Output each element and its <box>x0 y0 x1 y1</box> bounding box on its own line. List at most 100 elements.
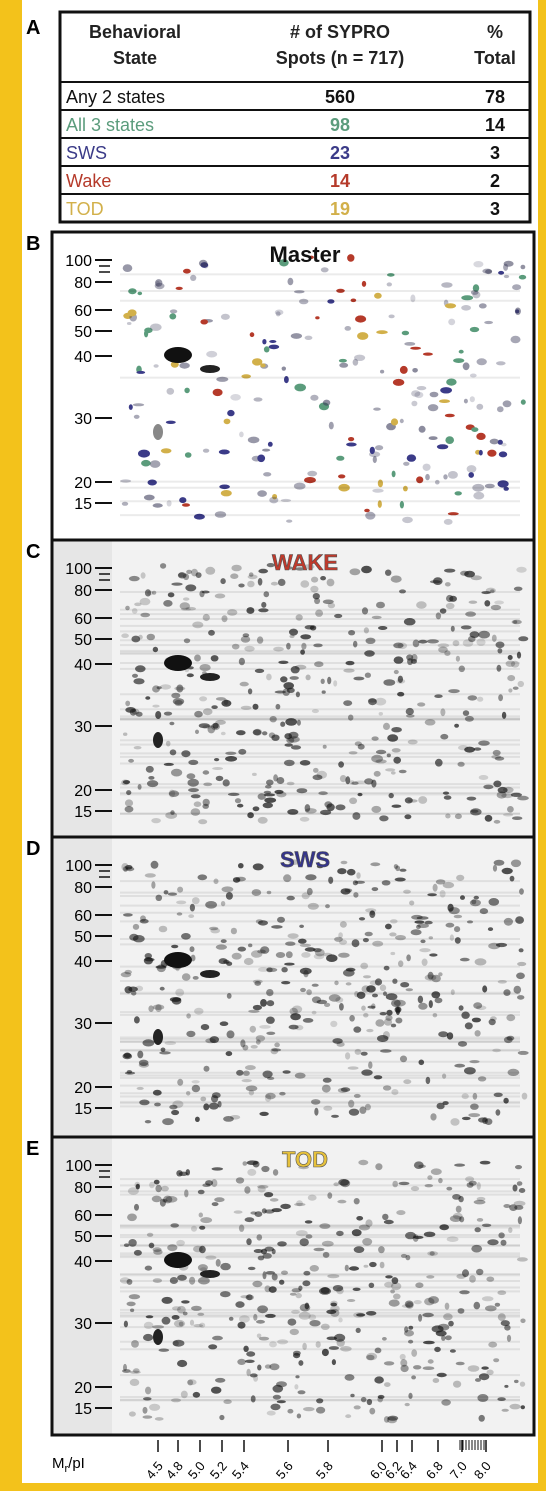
gel-spot <box>385 1014 393 1021</box>
gel-spot <box>324 801 333 808</box>
gel-spot <box>131 608 138 614</box>
gel-spot <box>185 584 197 592</box>
gel-spot <box>142 1406 148 1414</box>
gel-panel <box>52 232 534 540</box>
gel-spot <box>321 1240 334 1247</box>
gel-spot <box>399 589 406 594</box>
gel-spot <box>135 1183 140 1190</box>
gel-spot <box>126 1301 136 1307</box>
gel-spot <box>494 756 505 761</box>
gel-spot <box>365 637 376 644</box>
gel-spot <box>177 1359 188 1368</box>
gel-spot <box>242 1161 248 1166</box>
gel-spot <box>158 925 168 933</box>
gel-spot <box>119 1277 131 1284</box>
gel-spot <box>496 361 506 366</box>
table-header: Total <box>474 48 516 68</box>
gel-spot <box>403 485 408 492</box>
gel-spot <box>432 1378 440 1383</box>
gel-spot <box>364 672 371 678</box>
gel-spot <box>507 655 513 660</box>
gel-spot <box>233 1210 243 1214</box>
gel-blob <box>200 673 220 681</box>
gel-spot <box>353 676 365 681</box>
gel-spot <box>466 465 477 473</box>
gel-spot <box>386 753 391 758</box>
gel-spot <box>502 400 512 408</box>
mw-label: 20 <box>74 1080 92 1097</box>
gel-spot <box>440 708 446 717</box>
gel-spot <box>347 254 355 262</box>
gel-spot <box>171 997 182 1005</box>
gel-spot <box>427 404 439 412</box>
panel-title: SWS <box>280 847 330 872</box>
gel-spot <box>121 501 129 506</box>
gel-spot <box>268 344 280 350</box>
gel-spot <box>383 1361 395 1366</box>
gel-spot <box>371 805 382 813</box>
gel-spot <box>399 501 404 509</box>
gel-spot <box>271 925 283 929</box>
gel-spot <box>257 1185 269 1189</box>
percent-total: 14 <box>485 115 505 135</box>
gel-spot <box>476 696 484 702</box>
gel-spot <box>485 269 493 275</box>
gel-spot <box>290 745 302 750</box>
gel-spot <box>227 409 235 417</box>
gel-spot <box>211 1179 218 1188</box>
gel-spot <box>194 654 201 662</box>
gel-spot <box>356 991 366 999</box>
gel-spot <box>330 1302 338 1307</box>
gel-spot <box>471 1017 481 1023</box>
gel-spot <box>430 1168 442 1175</box>
gel-spot <box>160 563 167 569</box>
gel-spot <box>420 939 426 944</box>
gel-spot <box>464 570 475 578</box>
gel-spot <box>160 1047 166 1052</box>
gel-spot <box>241 1079 252 1083</box>
gel-spot <box>509 1403 521 1410</box>
gel-spot <box>474 958 487 966</box>
gel-spot <box>478 775 489 780</box>
gel-spot <box>510 859 522 868</box>
gel-spot <box>510 335 521 344</box>
gel-spot <box>125 700 131 707</box>
gel-spot <box>171 582 183 586</box>
gel-spot <box>219 1021 229 1026</box>
gel-spot <box>264 1094 272 1102</box>
gel-spot <box>300 580 310 588</box>
gel-spot <box>355 315 367 323</box>
gel-spot <box>338 952 350 958</box>
gel-spot <box>411 914 423 920</box>
gel-spot <box>388 792 394 799</box>
gel-spot <box>497 1397 506 1401</box>
gel-spot <box>398 769 407 774</box>
gel-spot <box>386 282 392 287</box>
gel-spot <box>247 574 258 580</box>
gel-spot <box>147 479 157 486</box>
gel-spot <box>393 999 406 1007</box>
gel-spot <box>366 1311 377 1316</box>
gel-spot <box>425 1076 431 1085</box>
gel-spot <box>126 790 132 796</box>
gel-spot <box>430 1113 437 1121</box>
gel-spot <box>243 1345 249 1353</box>
gel-spot <box>256 1234 263 1241</box>
gel-spot <box>240 1295 250 1299</box>
gel-spot <box>300 649 305 655</box>
gel-spot <box>270 581 279 586</box>
gel-spot <box>141 459 151 467</box>
mw-label: 100 <box>65 561 92 578</box>
gel-spot <box>486 1369 494 1376</box>
gel-spot <box>220 939 227 943</box>
gel-spot <box>271 734 280 741</box>
gel-spot <box>255 1035 266 1042</box>
gel-spot <box>169 1277 178 1284</box>
gel-spot <box>429 953 438 957</box>
gel-spot <box>349 568 361 576</box>
gel-spot <box>263 793 276 797</box>
gel-spot <box>490 589 495 593</box>
gel-spot <box>461 295 474 301</box>
gel-spot <box>171 1398 181 1403</box>
gel-spot <box>348 1266 360 1271</box>
